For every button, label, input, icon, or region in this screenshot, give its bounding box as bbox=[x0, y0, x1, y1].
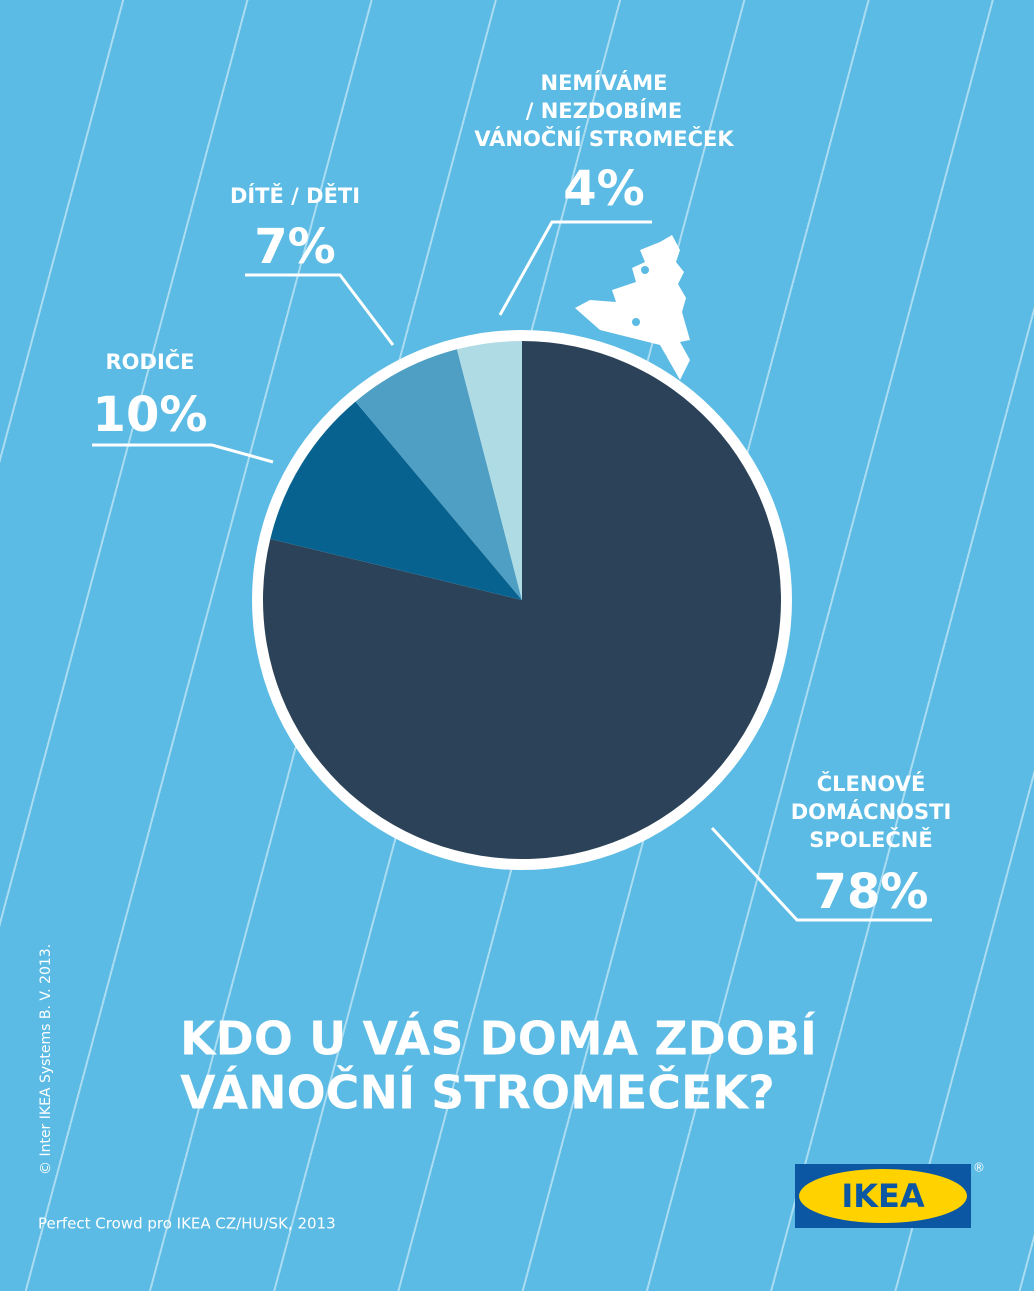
copyright: © Inter IKEA Systems B. V. 2013. bbox=[38, 944, 54, 1175]
category-label: SPOLEČNĚ bbox=[809, 827, 932, 852]
title-line: VÁNOČNÍ STROMEČEK? bbox=[180, 1066, 775, 1120]
logo-ellipse bbox=[799, 1169, 967, 1223]
pie-slice bbox=[355, 349, 522, 600]
category-label: RODIČE bbox=[105, 349, 194, 374]
category-label: / NEZDOBÍME bbox=[526, 98, 682, 123]
source: Perfect Crowd pro IKEA CZ/HU/SK, 2013 bbox=[38, 1215, 336, 1233]
value-label: 4% bbox=[563, 161, 645, 217]
leader-line bbox=[245, 273, 395, 346]
category-label: VÁNOČNÍ STROMEČEK bbox=[474, 126, 734, 151]
value-label: 7% bbox=[254, 219, 336, 275]
category-label: DOMÁCNOSTI bbox=[791, 799, 952, 824]
category-label: DÍTĚ / DĚTI bbox=[230, 183, 360, 208]
leader-line bbox=[498, 220, 652, 316]
leader-line bbox=[710, 826, 932, 922]
leader-line bbox=[92, 443, 274, 464]
category-label: ČLENOVÉ bbox=[817, 771, 926, 796]
pie-slice bbox=[456, 341, 522, 600]
logo-mark: ® bbox=[973, 1161, 985, 1175]
category-label: NEMÍVÁME bbox=[541, 70, 668, 95]
value-label: 10% bbox=[93, 387, 208, 443]
title-line: KDO U VÁS DOMA ZDOBÍ bbox=[180, 1012, 817, 1066]
value-label: 78% bbox=[814, 864, 929, 920]
logo-text: IKEA bbox=[841, 1177, 925, 1215]
pie-slice bbox=[270, 401, 522, 600]
tree bbox=[575, 235, 690, 380]
